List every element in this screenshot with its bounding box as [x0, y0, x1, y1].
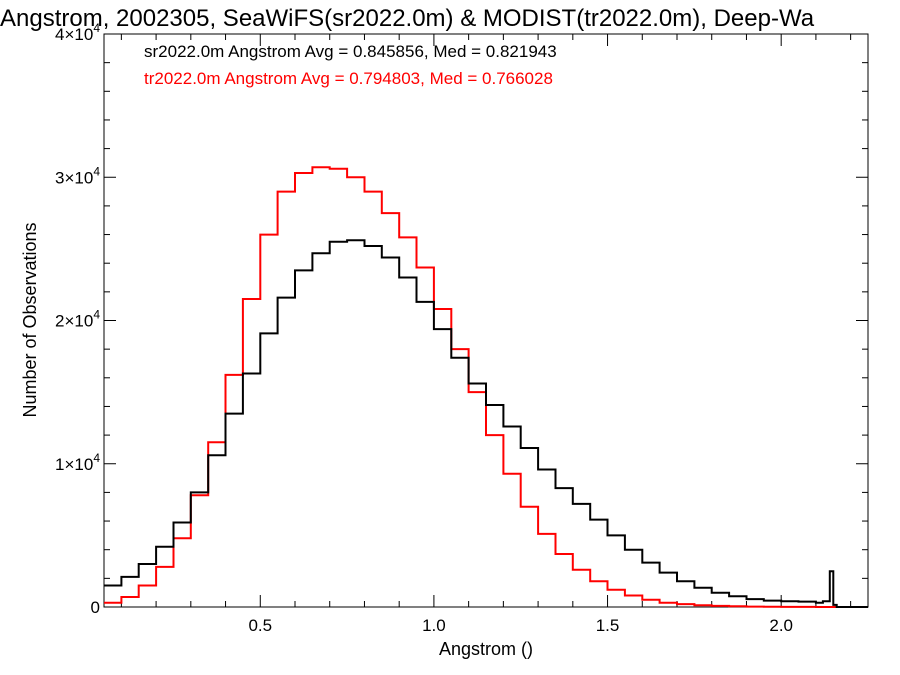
plot-area: 0 1×104 2×104 3×104 4×104 0.5 1.0 1.5 2.0 — [55, 21, 869, 635]
plot-frame — [103, 33, 869, 608]
y-axis-label: Number of Observations — [20, 222, 40, 417]
y-tick-label: 3×104 — [55, 164, 100, 187]
y-tick-label: 1×104 — [55, 451, 100, 474]
x-axis-ticks: 0.5 1.0 1.5 2.0 — [120, 34, 852, 635]
legend-entry: tr2022.0m Angstrom Avg = 0.794803, Med =… — [144, 69, 553, 88]
x-axis-label: Angstrom () — [439, 639, 533, 659]
y-tick-label: 2×104 — [55, 308, 100, 331]
chart-title: Angstrom, 2002305, SeaWiFS(sr2022.0m) & … — [0, 5, 815, 32]
y-axis-ticks: 0 1×104 2×104 3×104 4×104 — [55, 21, 868, 617]
legend: sr2022.0m Angstrom Avg = 0.845856, Med =… — [144, 42, 557, 88]
x-tick-label: 2.0 — [769, 616, 793, 635]
x-tick-label: 1.5 — [596, 616, 620, 635]
series-layer — [104, 166, 868, 608]
legend-entry: sr2022.0m Angstrom Avg = 0.845856, Med =… — [144, 42, 557, 61]
series-line-red — [104, 166, 868, 608]
x-tick-label: 1.0 — [422, 616, 446, 635]
y-tick-label: 0 — [91, 598, 100, 617]
y-tick-label: 4×104 — [55, 21, 100, 44]
series-line-black — [104, 239, 868, 608]
x-tick-label: 0.5 — [248, 616, 272, 635]
